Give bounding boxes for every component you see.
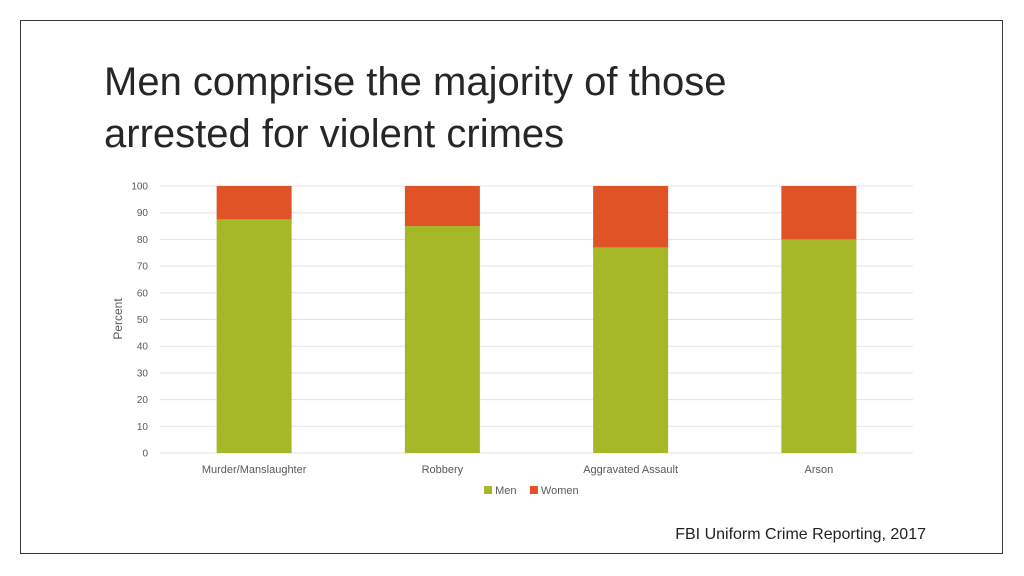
bar-women xyxy=(216,186,292,220)
y-tick-label: 90 xyxy=(137,208,149,219)
y-tick-label: 0 xyxy=(142,449,148,460)
x-tick-label: Murder/Manslaughter xyxy=(202,464,307,476)
y-tick-label: 100 xyxy=(131,182,148,193)
y-tick-label: 40 xyxy=(137,342,149,353)
slide-frame xyxy=(20,20,1003,554)
y-axis-ticks: 0 10 20 30 40 50 60 70 80 90 100 xyxy=(131,182,148,460)
bar-women xyxy=(781,186,857,240)
legend-label-men: Men xyxy=(495,485,516,497)
x-tick-label: Robbery xyxy=(422,464,464,476)
y-tick-label: 20 xyxy=(137,395,149,406)
y-tick-label: 80 xyxy=(137,235,149,246)
legend-swatch-women xyxy=(529,486,538,494)
slide-title: Men comprise the majority of those arres… xyxy=(104,56,884,160)
y-tick-label: 60 xyxy=(137,288,149,299)
bar-men xyxy=(781,239,857,453)
slide-title-line-1: Men comprise the majority of those xyxy=(104,60,727,104)
x-axis-ticks: Murder/Manslaughter Robbery Aggravated Ass… xyxy=(202,464,833,476)
bar-women xyxy=(593,186,669,248)
source-citation: FBI Uniform Crime Reporting, 2017 xyxy=(675,526,926,543)
y-tick-label: 30 xyxy=(137,368,149,379)
legend-label-women: Women xyxy=(541,485,579,497)
bars xyxy=(216,186,857,453)
y-tick-label: 10 xyxy=(137,422,149,433)
legend-swatch-men xyxy=(484,486,493,494)
y-tick-label: 70 xyxy=(137,262,149,273)
bar-men xyxy=(593,247,669,453)
x-tick-label: Aggravated Assault xyxy=(583,464,678,476)
bar-men xyxy=(404,226,480,453)
x-tick-label: Arson xyxy=(805,464,834,476)
bar-men xyxy=(216,219,292,453)
legend: Men Women xyxy=(484,485,579,497)
y-axis-label: Percent xyxy=(111,298,125,340)
y-tick-label: 50 xyxy=(137,315,149,326)
bar-women xyxy=(404,186,480,227)
slide-title-line-2: arrested for violent crimes xyxy=(104,112,565,156)
